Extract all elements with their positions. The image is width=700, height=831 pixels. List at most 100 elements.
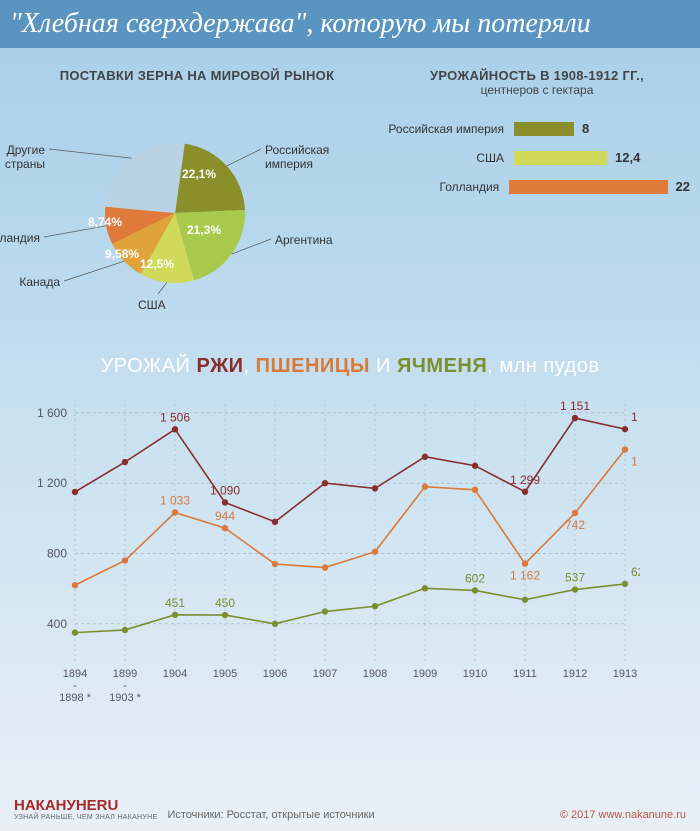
series-marker <box>172 509 178 515</box>
line-title-word: ЯЧМЕНЯ <box>397 355 487 377</box>
series-marker <box>522 489 528 495</box>
logo: НАКАНУНЕRU УЗНАЙ РАНЬШЕ, ЧЕМ ЗНАЛ НАКАНУ… <box>14 797 157 821</box>
x-tick-label: 1913 <box>613 668 637 680</box>
point-label: 1 299 <box>510 473 540 487</box>
series-marker <box>622 581 628 587</box>
pie-svg <box>10 83 384 323</box>
pie-slice-label: Канада <box>19 275 60 289</box>
hbar-heading: УРОЖАЙНОСТЬ В 1908-1912 ГГ., <box>384 68 690 83</box>
hbar-bar <box>514 151 607 165</box>
pie-slice-pct: 12,5% <box>140 257 174 271</box>
x-tick-label: 1894 <box>63 668 87 680</box>
point-label: 1 162 <box>510 569 540 583</box>
series-marker <box>122 557 128 563</box>
x-tick-label: 1906 <box>263 668 287 680</box>
x-tick-label: 1903 * <box>109 692 142 704</box>
pie-slice <box>105 143 184 213</box>
pie-slice-pct: 8,74% <box>88 215 122 229</box>
hbar-bar <box>514 122 574 136</box>
point-label: 450 <box>215 596 235 610</box>
copyright-text: © 2017 www.nakanune.ru <box>560 809 686 821</box>
pie-slice-label: Российская империя <box>265 143 345 171</box>
series-marker <box>122 627 128 633</box>
x-tick-label: - <box>123 680 127 692</box>
hbar-label: Российская империя <box>384 122 514 136</box>
series-marker <box>372 603 378 609</box>
hbar-label: Голландия <box>384 180 509 194</box>
series-marker <box>472 463 478 469</box>
hbar-row: Голландия 22 <box>384 179 690 194</box>
line-chart-title: УРОЖАЙ РЖИ, ПШЕНИЦЫ И ЯЧМЕНЯ, млн пудов <box>20 355 680 378</box>
series-marker <box>222 612 228 618</box>
series-marker <box>422 483 428 489</box>
series-marker <box>272 621 278 627</box>
line-chart-block: УРОЖАЙ РЖИ, ПШЕНИЦЫ И ЯЧМЕНЯ, млн пудов … <box>0 333 700 714</box>
series-marker <box>622 446 628 452</box>
series-marker <box>372 485 378 491</box>
y-tick-label: 400 <box>47 617 67 631</box>
line-title-word: ПШЕНИЦЫ <box>256 355 370 377</box>
series-marker <box>272 561 278 567</box>
series-marker <box>272 519 278 525</box>
series-marker <box>572 586 578 592</box>
point-label: 1 033 <box>160 494 190 508</box>
pie-leader <box>227 149 261 166</box>
series-marker <box>72 629 78 635</box>
x-tick-label: 1910 <box>463 668 487 680</box>
logo-subtext: УЗНАЙ РАНЬШЕ, ЧЕМ ЗНАЛ НАКАНУНЕ <box>14 814 157 821</box>
series-marker <box>172 426 178 432</box>
point-label: 1 506 <box>160 410 190 424</box>
line-title-word: РЖИ <box>197 355 244 377</box>
sources-text: Источники: Росстат, открытые источники <box>167 809 374 821</box>
pie-slice-pct: 9,58% <box>105 247 139 261</box>
hbar-value: 22 <box>668 179 690 194</box>
point-label: 451 <box>165 596 185 610</box>
x-tick-label: 1912 <box>563 668 587 680</box>
line-chart: 4008001 2001 6001894-1898 *1899-1903 *19… <box>20 394 640 714</box>
footer: НАКАНУНЕRU УЗНАЙ РАНЬШЕ, ЧЕМ ЗНАЛ НАКАНУ… <box>0 791 700 831</box>
series-line <box>75 450 625 586</box>
series-marker <box>472 587 478 593</box>
series-marker <box>322 480 328 486</box>
series-marker <box>422 585 428 591</box>
hbar-label: США <box>384 151 514 165</box>
y-tick-label: 800 <box>47 546 67 560</box>
hbar-value: 12,4 <box>607 150 640 165</box>
series-marker <box>472 487 478 493</box>
series-marker <box>222 499 228 505</box>
x-tick-label: 1908 <box>363 668 387 680</box>
point-label: 1 090 <box>210 483 240 497</box>
pie-leader <box>49 149 132 158</box>
series-marker <box>122 459 128 465</box>
logo-text: НАКАНУНЕRU <box>14 797 157 814</box>
series-marker <box>422 454 428 460</box>
point-label: 1 391 <box>631 455 640 469</box>
page-title: "Хлебная сверхдержава", которую мы потер… <box>0 0 700 48</box>
pie-chart: Российская империя22,1%Аргентина21,3%США… <box>10 83 384 323</box>
series-marker <box>572 510 578 516</box>
x-tick-label: 1905 <box>213 668 237 680</box>
hbar-value: 8 <box>574 121 589 136</box>
pie-heading: ПОСТАВКИ ЗЕРНА НА МИРОВОЙ РЫНОК <box>10 68 384 83</box>
series-line <box>75 418 625 522</box>
hbar-chart-block: УРОЖАЙНОСТЬ В 1908-1912 ГГ., центнеров с… <box>384 68 690 323</box>
top-section: ПОСТАВКИ ЗЕРНА НА МИРОВОЙ РЫНОК Российск… <box>0 48 700 333</box>
pie-slice-label: США <box>138 298 166 312</box>
hbar-heading-sub: центнеров с гектара <box>384 83 690 97</box>
series-marker <box>172 612 178 618</box>
series-marker <box>522 597 528 603</box>
point-label: 1 507 <box>631 410 640 424</box>
pie-slice-label: Голландия <box>0 231 40 245</box>
pie-chart-block: ПОСТАВКИ ЗЕРНА НА МИРОВОЙ РЫНОК Российск… <box>10 68 384 323</box>
series-marker <box>322 564 328 570</box>
series-marker <box>622 426 628 432</box>
footer-left: НАКАНУНЕRU УЗНАЙ РАНЬШЕ, ЧЕМ ЗНАЛ НАКАНУ… <box>14 797 375 821</box>
point-label: 602 <box>465 571 485 585</box>
point-label: 627 <box>631 565 640 579</box>
series-marker <box>222 525 228 531</box>
x-tick-label: 1898 * <box>59 692 92 704</box>
y-tick-label: 1 600 <box>37 406 67 420</box>
series-marker <box>572 415 578 421</box>
point-label: 537 <box>565 571 585 585</box>
pie-slice-label: Другие страны <box>0 143 45 171</box>
